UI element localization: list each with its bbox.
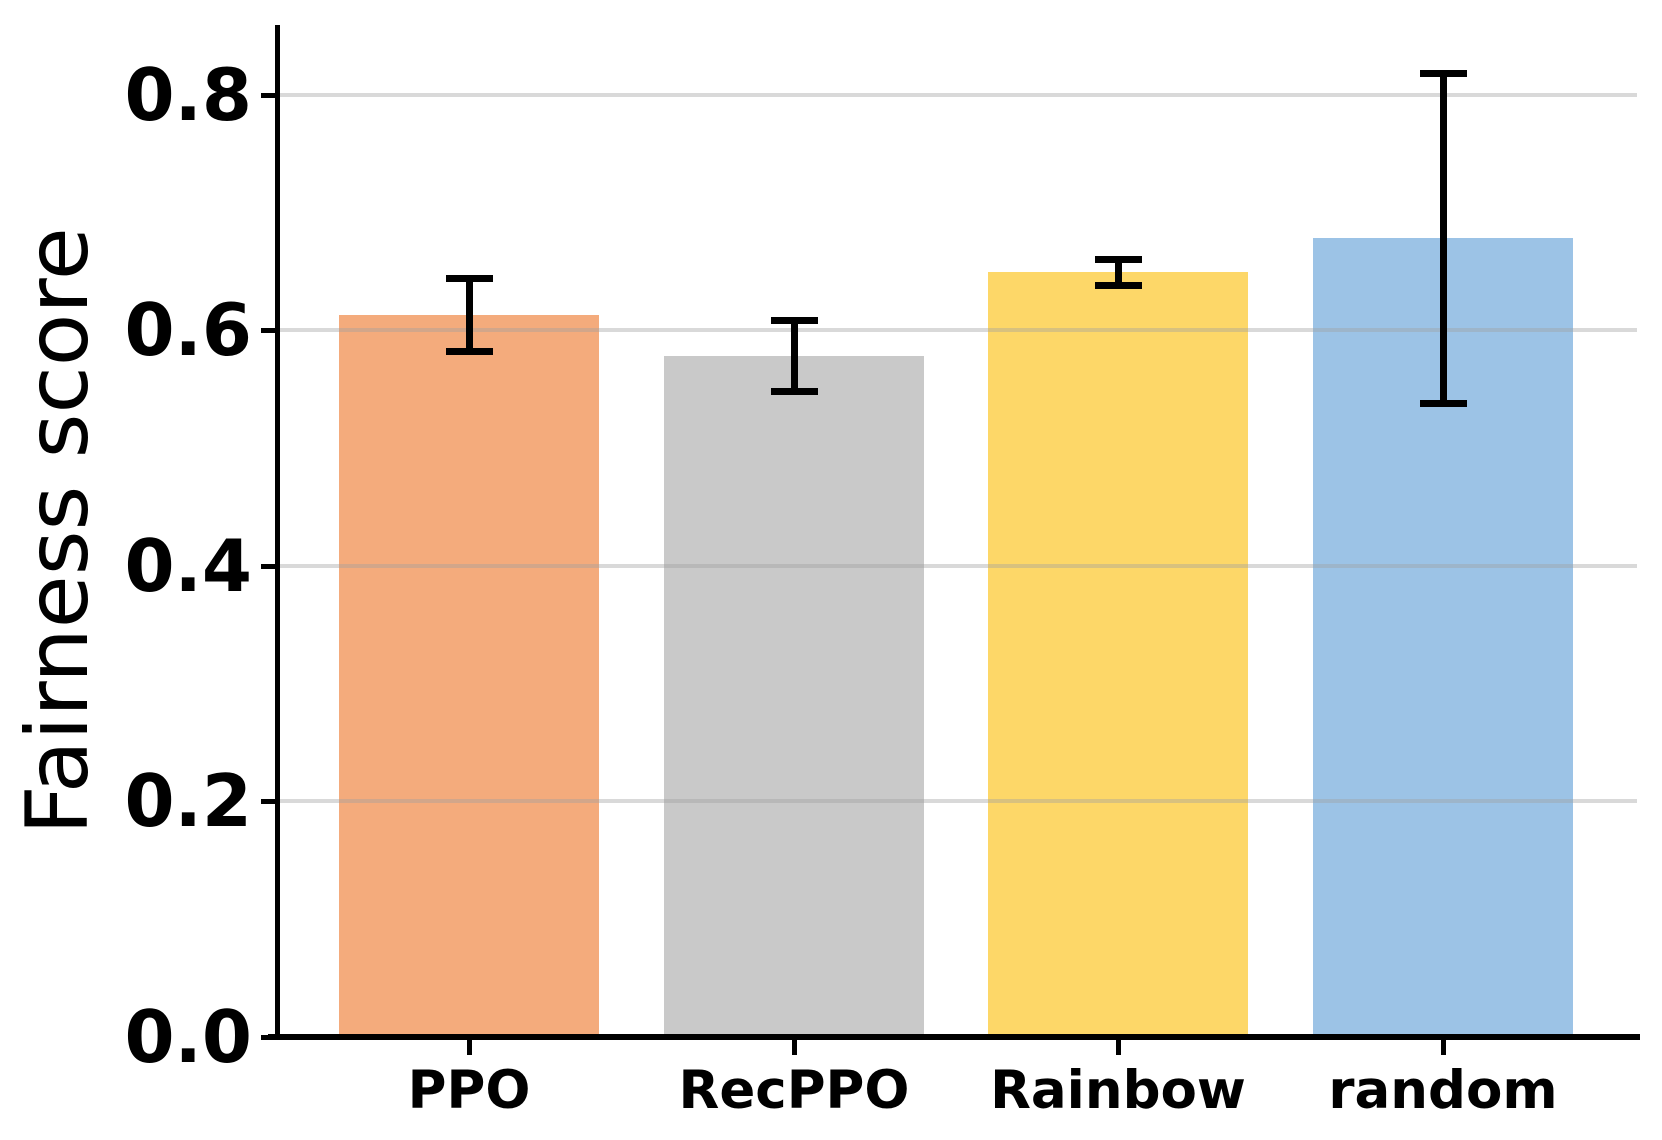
y-tick-mark-0.2 [261,799,276,805]
error-bar-bottom-cap-RecPPO [770,387,818,395]
error-bar-top-cap-Rainbow [1094,256,1142,264]
y-tick-mark-0.0 [261,1035,276,1040]
error-bar-line-RecPPO [790,320,798,392]
x-tick-mark-PPO [466,1040,472,1055]
y-tick-mark-0.8 [261,92,276,98]
gridline-0.8 [280,92,1637,97]
x-axis-spine [268,1034,1640,1040]
y-tick-label: 0.0 [124,995,252,1079]
y-tick-mark-0.4 [261,563,276,569]
error-bar-line-Rainbow [1114,259,1122,286]
y-tick-label: 0.2 [124,759,252,844]
error-bar-line-random [1439,73,1447,404]
error-bar-top-cap-PPO [445,274,493,282]
error-bar-top-cap-RecPPO [770,317,818,325]
y-tick-label: 0.8 [124,52,252,137]
y-tick-label: 0.6 [124,288,252,373]
gridline-0.4 [280,563,1637,568]
bar-Rainbow [988,272,1248,1037]
x-tick-label-PPO: PPO [407,1060,531,1121]
gridline-0.2 [280,799,1637,804]
y-tick-label: 0.4 [124,523,252,608]
gridline-0.6 [280,328,1637,333]
x-tick-label-random: random [1328,1060,1558,1121]
error-bar-bottom-cap-PPO [445,347,493,355]
x-tick-mark-random [1440,1040,1446,1055]
error-bar-bottom-cap-Rainbow [1094,281,1142,289]
y-tick-mark-0.6 [261,328,276,334]
x-tick-mark-Rainbow [1115,1040,1121,1055]
y-axis-spine [275,25,280,1040]
error-bar-bottom-cap-random [1419,399,1467,407]
x-tick-mark-RecPPO [791,1040,797,1055]
bar-PPO [339,314,599,1037]
error-bar-top-cap-random [1419,69,1467,77]
bar-RecPPO [664,356,924,1037]
x-tick-label-RecPPO: RecPPO [678,1060,910,1121]
error-bar-line-PPO [465,278,473,352]
x-tick-label-Rainbow: Rainbow [990,1060,1246,1121]
